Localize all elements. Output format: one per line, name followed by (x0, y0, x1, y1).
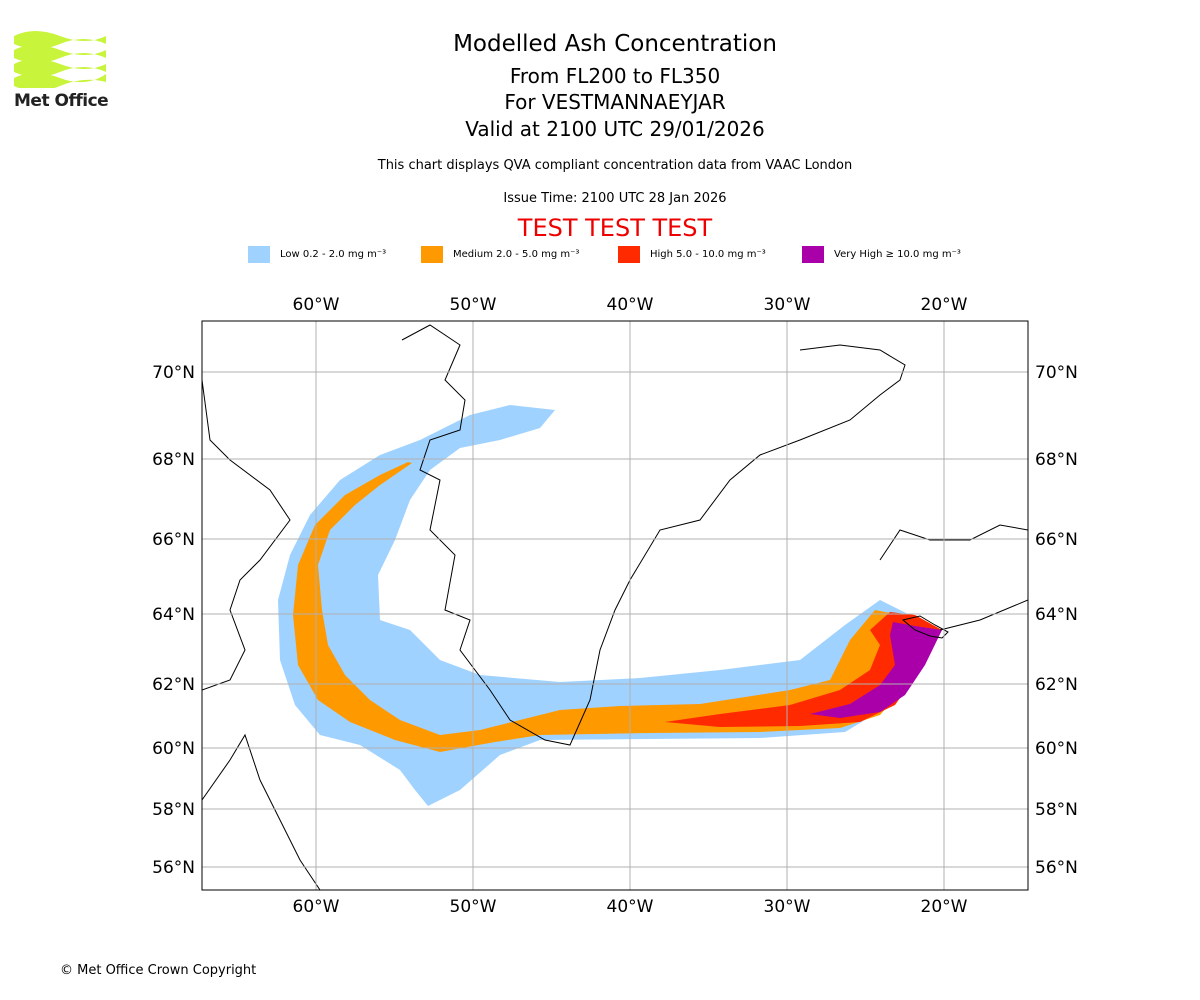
valid-time: Valid at 2100 UTC 29/01/2026 (465, 117, 765, 141)
lon-label-top: 20°W (921, 295, 968, 315)
legend-label: Medium 2.0 - 5.0 mg m⁻³ (453, 248, 580, 260)
lon-label-bottom: 50°W (450, 897, 497, 917)
lon-label-top: 60°W (293, 295, 340, 315)
lat-label-right: 66°N (1035, 530, 1078, 550)
test-banner: TEST TEST TEST (517, 214, 713, 242)
lon-label-bottom: 60°W (293, 897, 340, 917)
greenland-coastline (401, 324, 906, 746)
lat-label-left: 62°N (152, 675, 195, 695)
lat-label-right: 62°N (1035, 675, 1078, 695)
lat-label-right: 56°N (1035, 858, 1078, 878)
lat-label-left: 58°N (152, 800, 195, 820)
lat-label-left: 70°N (152, 363, 195, 383)
lon-label-top: 30°W (764, 295, 811, 315)
lat-label-left: 64°N (152, 605, 195, 625)
canada-coastline (202, 379, 291, 691)
lat-label-left: 68°N (152, 450, 195, 470)
lat-label-right: 58°N (1035, 800, 1078, 820)
lat-label-left: 56°N (152, 858, 195, 878)
legend-swatch-low (248, 245, 270, 263)
lon-label-top: 50°W (450, 295, 497, 315)
flight-levels: From FL200 to FL350 (509, 64, 721, 88)
legend-label: High 5.0 - 10.0 mg m⁻³ (650, 248, 766, 260)
lat-label-left: 60°N (152, 739, 195, 759)
lat-label-right: 60°N (1035, 739, 1078, 759)
scandinavia-north-coastline (879, 524, 1028, 561)
map-frame (201, 320, 1029, 891)
ash-low-region (278, 405, 940, 806)
lon-label-top: 40°W (607, 295, 654, 315)
lon-label-bottom: 30°W (764, 897, 811, 917)
ash-medium-region (293, 462, 940, 752)
labrador-coastline (202, 733, 321, 890)
legend-very-high: Very High ≥ 10.0 mg m⁻³ (802, 245, 961, 263)
met-office-logo-icon (14, 31, 106, 88)
legend-label: Low 0.2 - 2.0 mg m⁻³ (280, 248, 387, 260)
legend-high: High 5.0 - 10.0 mg m⁻³ (618, 245, 766, 263)
copyright: © Met Office Crown Copyright (60, 963, 257, 978)
legend-swatch-high (618, 245, 640, 263)
lon-label-bottom: 40°W (607, 897, 654, 917)
map-grid (202, 321, 1028, 890)
scandinavia-coastline (939, 599, 1028, 631)
legend-medium: Medium 2.0 - 5.0 mg m⁻³ (421, 245, 579, 263)
lat-label-right: 70°N (1035, 363, 1078, 383)
legend-low: Low 0.2 - 2.0 mg m⁻³ (248, 245, 386, 263)
issue-time: Issue Time: 2100 UTC 28 Jan 2026 (503, 191, 727, 206)
lon-label-bottom: 20°W (921, 897, 968, 917)
volcano-name: For VESTMANNAEYJAR (504, 90, 726, 114)
ash-very-high-region (810, 622, 942, 718)
logo-text: Met Office (14, 91, 109, 111)
iceland-coastline (901, 615, 949, 639)
legend-swatch-very-high (802, 245, 824, 263)
legend-swatch-medium (421, 245, 443, 263)
legend-label: Very High ≥ 10.0 mg m⁻³ (834, 248, 961, 260)
lat-label-right: 64°N (1035, 605, 1078, 625)
lat-label-left: 66°N (152, 530, 195, 550)
chart-title: Modelled Ash Concentration (453, 31, 777, 57)
chart-description: This chart displays QVA compliant concen… (377, 158, 853, 173)
lat-label-right: 68°N (1035, 450, 1078, 470)
